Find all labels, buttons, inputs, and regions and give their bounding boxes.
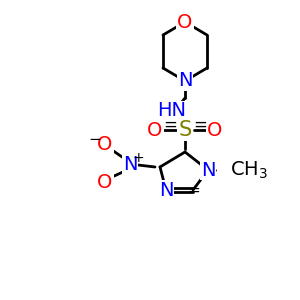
- Text: N: N: [201, 160, 215, 179]
- Text: +: +: [132, 151, 144, 165]
- Text: O: O: [147, 121, 163, 140]
- Text: N: N: [159, 181, 173, 200]
- Text: =: =: [188, 182, 200, 197]
- Text: −: −: [88, 133, 101, 148]
- Text: O: O: [207, 121, 223, 140]
- Text: CH$_3$: CH$_3$: [230, 159, 268, 181]
- Text: O: O: [97, 172, 113, 191]
- Text: =: =: [193, 116, 207, 134]
- Text: S: S: [178, 120, 192, 140]
- Text: =: =: [163, 116, 177, 134]
- Text: O: O: [97, 136, 113, 154]
- Text: N: N: [123, 155, 137, 175]
- Text: N: N: [178, 71, 192, 91]
- Text: O: O: [177, 13, 193, 32]
- Text: HN: HN: [158, 101, 187, 121]
